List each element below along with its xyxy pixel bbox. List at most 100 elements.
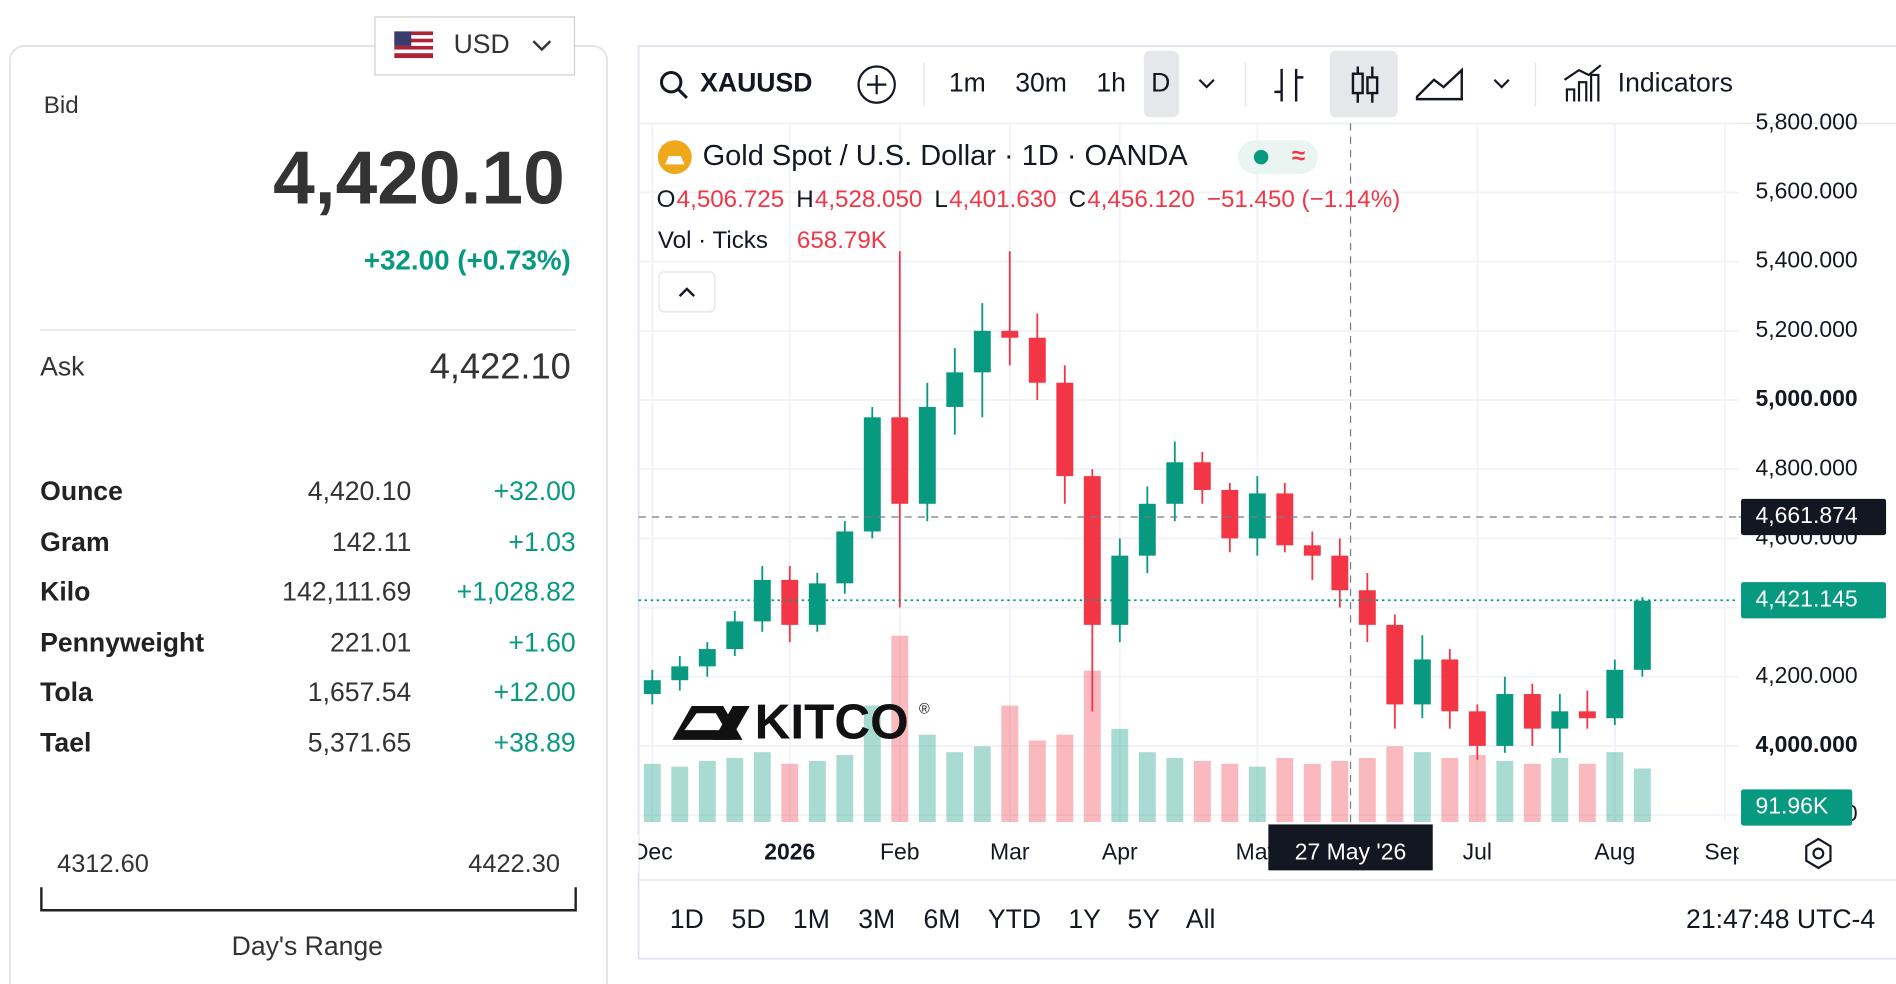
unit-name: Pennyweight <box>40 627 204 657</box>
unit-price: 142,111.69 <box>282 577 411 607</box>
crosshair-price: 4,661.874 <box>1756 502 1858 528</box>
volume-bar <box>918 734 936 823</box>
status-icon: ≈ <box>1292 143 1305 170</box>
range-button[interactable]: 5D <box>732 904 766 934</box>
volume-bar <box>836 755 854 823</box>
volume-bar <box>863 705 881 823</box>
add-symbol[interactable] <box>857 65 896 104</box>
unit-price: 4,420.10 <box>308 476 411 506</box>
candle-body <box>1551 711 1569 729</box>
y-tick-label: 5,600.000 <box>1756 178 1858 204</box>
last-price: 4,421.145 <box>1756 585 1858 611</box>
currency-select[interactable]: USD <box>374 16 576 76</box>
ohlc-legend: O 4,506.725 H 4,528.050 L 4,401.630 C 4,456.120… <box>657 186 1401 213</box>
plus <box>867 74 887 95</box>
range-bar <box>40 887 577 912</box>
currency: USD <box>454 29 510 59</box>
unit-name: Tola <box>40 677 93 707</box>
crosshair-date-box <box>1268 824 1433 871</box>
unit-name: Gram <box>40 527 109 557</box>
candle-body <box>1303 545 1321 556</box>
candle-body <box>863 417 881 532</box>
unit-change: +38.89 <box>494 728 576 758</box>
candle-body <box>1056 382 1074 477</box>
range-button[interactable]: 3M <box>858 904 895 934</box>
candle-body <box>918 406 936 504</box>
last-price-box <box>1741 582 1887 619</box>
range-button[interactable]: 1D <box>670 904 704 934</box>
volume-bar <box>1303 763 1321 823</box>
settings-icon[interactable] <box>1805 837 1832 870</box>
x-tick-label: 2026 <box>764 839 815 865</box>
chevron <box>532 40 552 52</box>
candle-body <box>1606 669 1624 719</box>
volume-bar <box>1028 740 1046 823</box>
interval[interactable]: 1h <box>1096 68 1126 98</box>
candle-body <box>1468 711 1486 746</box>
volume-bar <box>1523 763 1541 823</box>
volume-bar <box>1276 757 1294 823</box>
market-open <box>1253 149 1269 165</box>
volume-bar <box>1083 670 1101 823</box>
y-tick-label: 4,800.000 <box>1756 454 1858 480</box>
candle-body <box>1001 330 1019 338</box>
flag-stripe <box>394 42 434 46</box>
interval[interactable]: 1m <box>949 68 986 98</box>
candle-body <box>1358 590 1376 625</box>
unit-change: +1.60 <box>508 627 575 657</box>
range-button[interactable]: 1M <box>793 904 830 934</box>
range-buttons: 1D 5D 1M 3M 6M YTD 1Y 5Y All <box>670 904 1216 934</box>
candle-body <box>808 583 826 625</box>
volume-bar <box>1166 757 1184 823</box>
unit-change: +12.00 <box>494 677 576 707</box>
range-button[interactable]: All <box>1186 904 1216 934</box>
x-tick-label: Jul <box>1463 839 1492 865</box>
bid-label: Bid <box>44 92 79 119</box>
candle-body <box>1221 489 1239 539</box>
candle-body <box>1111 555 1129 625</box>
ohlc-value: 4,506.725 <box>677 186 784 213</box>
search-icon[interactable] <box>659 71 683 94</box>
interval[interactable]: D <box>1151 68 1170 98</box>
unit-price: 221.01 <box>330 627 411 657</box>
candle-body <box>1413 659 1431 705</box>
candle-body <box>1248 493 1266 539</box>
volume-bar <box>1056 734 1074 823</box>
symbol[interactable]: XAUUSD <box>700 68 812 98</box>
volume-value: 658.79K <box>797 227 887 254</box>
area-icon[interactable] <box>1415 67 1463 101</box>
bid-change: +32.00 (+0.73%) <box>364 245 571 276</box>
ohlc-value: 4,528.050 <box>815 186 922 213</box>
candle-body <box>753 579 771 622</box>
range-button[interactable]: YTD <box>988 904 1041 934</box>
indicators[interactable]: Indicators <box>1618 68 1733 98</box>
candle-body <box>1331 555 1349 591</box>
collapse-button[interactable] <box>658 271 716 313</box>
volume-bar <box>1496 760 1514 823</box>
unit-change: +32.00 <box>494 476 576 506</box>
range-button[interactable]: 6M <box>923 904 960 934</box>
candle-body <box>1386 624 1404 705</box>
range-button[interactable]: 1Y <box>1068 904 1101 934</box>
volume-bar <box>1221 763 1239 823</box>
volume-bar <box>1578 763 1596 823</box>
candle-body <box>671 666 689 681</box>
candle-icon-body <box>1351 72 1364 95</box>
plot <box>638 123 1739 823</box>
ohlc-key: H <box>796 186 813 213</box>
bid-price: 4,420.10 <box>273 136 565 220</box>
style-menu[interactable] <box>1493 79 1510 89</box>
axis-mask <box>1738 834 1787 873</box>
volume-bar <box>1551 757 1569 823</box>
unit-price: 5,371.65 <box>308 728 411 758</box>
range-button[interactable]: 5Y <box>1128 904 1161 934</box>
interval-menu[interactable] <box>1198 79 1215 89</box>
interval[interactable]: 30m <box>1015 68 1067 98</box>
volume-label: Vol · Ticks <box>658 227 768 254</box>
candle-body <box>643 680 661 695</box>
bars-icon[interactable] <box>1274 68 1304 102</box>
candle-body <box>1193 462 1211 490</box>
indicators-icon[interactable] <box>1563 64 1602 102</box>
unit-name: Kilo <box>40 577 90 607</box>
